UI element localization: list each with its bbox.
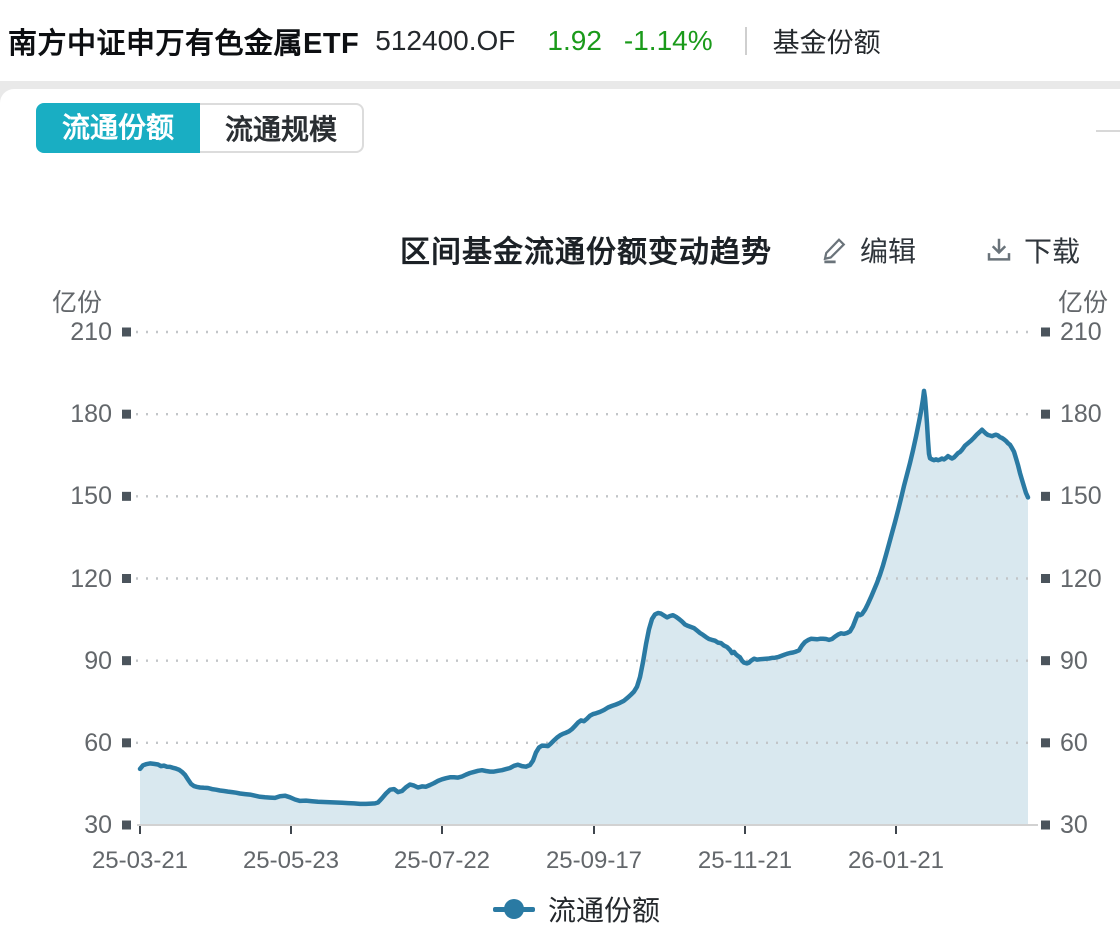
x-tick-label: 25-09-17 xyxy=(545,847,643,874)
y-tick-label-right: 90 xyxy=(1060,646,1088,675)
y-tick-label-left: 30 xyxy=(84,811,112,839)
fund-name: 南方中证申万有色金属ETF xyxy=(8,27,360,60)
y-tick-label-left: 150 xyxy=(70,482,112,511)
y-tick-label-right: 180 xyxy=(1060,400,1102,429)
y-tick-label-right: 30 xyxy=(1060,811,1088,839)
tab-group: 流通份额 流通规模 xyxy=(36,103,364,153)
y-tick-label-left: 120 xyxy=(70,564,112,593)
legend-series-label: 流通份额 xyxy=(548,895,661,926)
x-tick-label: 25-05-23 xyxy=(242,847,340,874)
y-tick-label-left: 210 xyxy=(70,318,112,346)
edit-button-label: 编辑 xyxy=(860,236,917,267)
edit-button[interactable]: 编辑 xyxy=(820,230,916,270)
legend-item-circulating-shares[interactable]: 流通份额 xyxy=(493,889,660,929)
fund-code: 512400.OF xyxy=(375,24,516,56)
y-tick-label-left: 60 xyxy=(84,728,112,757)
download-icon xyxy=(984,235,1014,265)
download-button[interactable]: 下载 xyxy=(984,230,1080,270)
series-line-dot-icon xyxy=(493,898,535,920)
y-axis-unit-left: 亿份 xyxy=(52,289,103,317)
y-tick-label-left: 180 xyxy=(70,400,112,429)
pencil-icon xyxy=(820,235,850,265)
download-button-label: 下载 xyxy=(1024,236,1081,267)
tab-circulating-shares[interactable]: 流通份额 xyxy=(36,103,200,153)
x-tick-label: 26-01-21 xyxy=(847,847,945,874)
header-divider xyxy=(744,26,747,55)
content-panel xyxy=(0,89,1120,930)
header-gap xyxy=(0,81,1120,89)
fund-category-label: 基金份额 xyxy=(772,28,881,58)
y-axis-unit-right: 亿份 xyxy=(1058,289,1109,317)
y-tick-label-left: 90 xyxy=(84,646,112,675)
y-tick-label-right: 210 xyxy=(1060,318,1102,346)
chart-title: 区间基金流通份额变动趋势 xyxy=(400,236,772,269)
app-header: 南方中证申万有色金属ETF 512400.OF 1.92 -1.14% 基金份额 xyxy=(0,0,1120,81)
panel-edge-line xyxy=(1096,130,1120,132)
y-tick-label-right: 120 xyxy=(1060,564,1102,593)
x-tick-label: 25-03-21 xyxy=(91,847,189,874)
x-tick-label: 25-11-21 xyxy=(697,847,793,874)
x-tick-label: 25-07-22 xyxy=(393,847,491,874)
y-tick-label-right: 60 xyxy=(1060,728,1088,757)
fund-change-pct: -1.14% xyxy=(623,24,713,56)
fund-nav-value: 1.92 xyxy=(547,24,602,56)
y-tick-label-right: 150 xyxy=(1060,482,1102,511)
tab-circulating-scale[interactable]: 流通规模 xyxy=(200,103,364,153)
